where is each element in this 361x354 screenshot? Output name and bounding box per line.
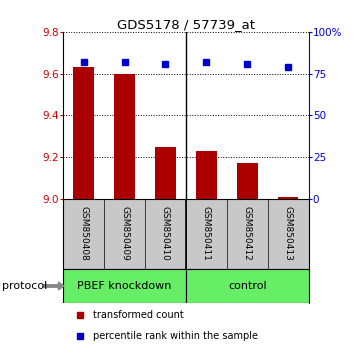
Bar [114, 74, 135, 199]
Text: GSM850410: GSM850410 [161, 206, 170, 261]
Text: PBEF knockdown: PBEF knockdown [77, 281, 172, 291]
Bar [278, 197, 299, 199]
Text: GSM850412: GSM850412 [243, 206, 252, 261]
Text: transformed count: transformed count [93, 310, 183, 320]
Text: percentile rank within the sample: percentile rank within the sample [93, 331, 258, 341]
Text: GSM850413: GSM850413 [284, 206, 293, 261]
Text: GSM850409: GSM850409 [120, 206, 129, 261]
Bar [237, 164, 257, 199]
FancyBboxPatch shape [63, 269, 186, 303]
Bar [196, 151, 217, 199]
Text: protocol: protocol [2, 281, 47, 291]
Text: GSM850411: GSM850411 [202, 206, 211, 261]
Text: control: control [228, 281, 266, 291]
Bar [155, 147, 176, 199]
FancyBboxPatch shape [186, 269, 309, 303]
Bar [73, 67, 94, 199]
Text: GSM850408: GSM850408 [79, 206, 88, 261]
Title: GDS5178 / 57739_at: GDS5178 / 57739_at [117, 18, 255, 31]
